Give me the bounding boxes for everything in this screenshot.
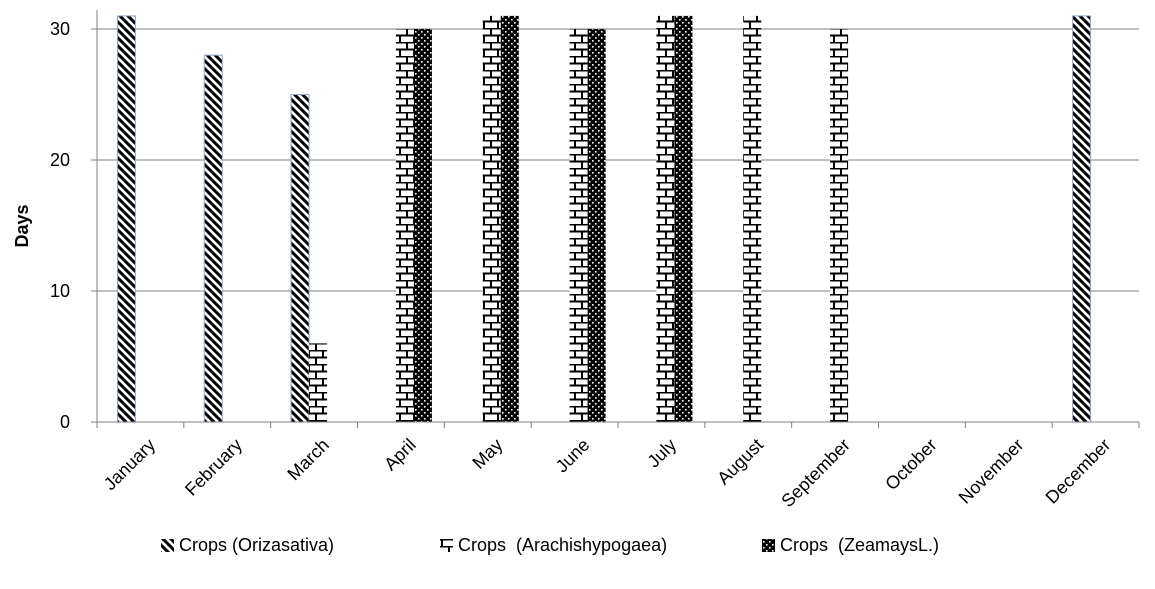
bar-3-july [674,15,693,423]
bar-1-january [116,15,136,423]
x-tick-label: December [1042,435,1115,508]
x-tick-label: September [778,435,854,511]
bar-2-september [830,29,849,422]
y-tick-label: 0 [60,412,70,432]
bar-3-june [587,29,606,422]
bar-1-december [1072,15,1092,423]
bars [116,15,1092,423]
legend-swatch [161,539,174,552]
x-tick-label: June [552,435,594,477]
bar-1-march [290,94,310,423]
x-tick-label: February [181,435,246,500]
bar-2-june [569,29,588,422]
x-tick-label: March [283,435,333,485]
legend-entry: Crops (Arachishypogaea) [458,535,667,555]
bar-3-may [500,15,519,423]
legend-entry: Crops (Orizasativa) [179,535,334,555]
x-tick-label: November [955,435,1028,508]
axes [91,10,1140,428]
y-tick-label: 30 [50,19,70,39]
y-axis-label: Days [12,204,32,247]
bar-2-may [482,15,501,423]
bar-2-august [743,15,762,423]
bar-2-july [656,15,675,423]
bar-2-april [395,29,414,422]
legend-entry: Crops (ZeamaysL.) [780,535,939,555]
x-tick-label: July [643,435,680,472]
bar-2-march [309,343,328,422]
y-tick-label: 10 [50,281,70,301]
legend-swatch [440,539,453,552]
bar-3-april [413,29,432,422]
gridlines [97,28,1139,292]
y-tick-label: 20 [50,150,70,170]
x-tick-label: April [380,435,420,475]
x-tick-label: August [713,435,767,489]
x-tick-label: January [100,435,159,494]
x-tick-label: May [468,435,506,473]
legend-swatch [762,539,775,552]
bar-1-february [203,54,223,423]
legend: Crops (Orizasativa) Crops (Arachishypogae… [161,535,939,555]
x-tick-label: October [881,435,940,494]
